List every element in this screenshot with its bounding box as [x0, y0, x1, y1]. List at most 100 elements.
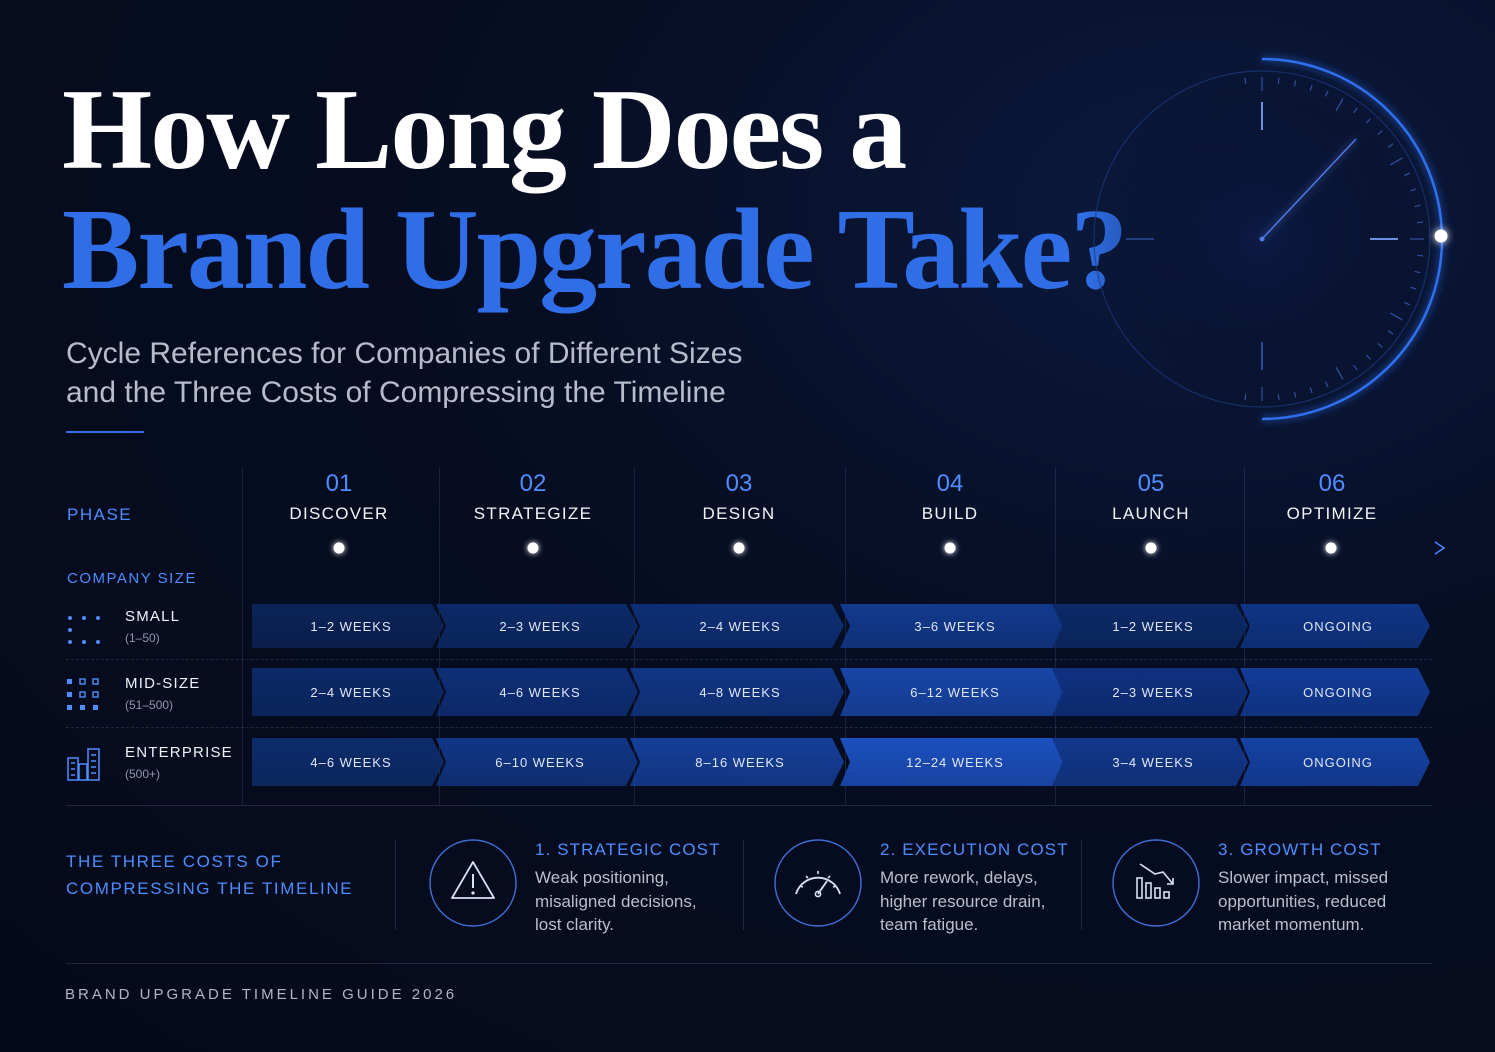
duration-label: 3–6 WEEKS [914, 618, 996, 634]
cost-desc-line: market momentum. [1218, 915, 1365, 934]
duration-label: 4–6 WEEKS [310, 754, 392, 770]
duration-cell: 1–2 WEEKS [1052, 604, 1248, 648]
duration-label: 12–24 WEEKS [906, 754, 1004, 770]
cost-title-execution: 2. EXECUTION COST [880, 840, 1069, 859]
phase-name: BUILD [921, 504, 979, 523]
cost-desc-line: opportunities, reduced [1218, 891, 1387, 911]
phase-number: 06 [1318, 470, 1346, 497]
subtitle-line-2: and the Three Costs of Compressing the T… [66, 376, 726, 409]
duration-cell: 2–4 WEEKS [630, 604, 844, 648]
phase-name: OPTIMIZE [1286, 504, 1378, 523]
phase-header-launch: 05 LAUNCH [1051, 470, 1251, 524]
cost-desc-line: Slower impact, missed [1218, 868, 1389, 887]
duration-cell: 2–3 WEEKS [436, 604, 638, 648]
phase-header-strategize: 02 STRATEGIZE [433, 470, 633, 524]
duration-cell: 4–8 WEEKS [630, 668, 844, 716]
costs-heading: THE THREE COSTS OF COMPRESSING THE TIMEL… [66, 848, 353, 902]
footer-divider [66, 963, 1432, 964]
duration-cell: 4–6 WEEKS [252, 738, 444, 786]
warning-triangle-icon [429, 839, 517, 927]
duration-cell: ONGOING [1240, 738, 1430, 786]
duration-label: 1–2 WEEKS [310, 618, 392, 634]
declining-chart-icon [1112, 839, 1200, 927]
phase-name: STRATEGIZE [473, 504, 593, 523]
duration-cell: 2–3 WEEKS [1052, 668, 1248, 716]
size-row-mid: MID-SIZE (51–500) [66, 671, 246, 721]
phase-header-build: 04 BUILD [850, 470, 1050, 524]
size-name: MID-SIZE [125, 675, 201, 692]
cost-desc-line: Weak positioning, [535, 868, 669, 887]
size-row-small: SMALL (1–50) [66, 604, 246, 654]
cost-divider [743, 840, 744, 930]
costs-heading-line-2: COMPRESSING THE TIMELINE [66, 879, 354, 898]
size-name: SMALL [125, 608, 181, 625]
column-divider [439, 467, 440, 805]
timeline-dot [1325, 542, 1337, 554]
duration-cell: 4–6 WEEKS [436, 668, 638, 716]
phase-number: 03 [725, 470, 753, 497]
size-range: (1–50) [125, 631, 160, 645]
size-range: (500+) [125, 767, 161, 781]
duration-label: 2–3 WEEKS [499, 618, 581, 634]
size-name: ENTERPRISE [125, 744, 233, 761]
timeline-dot [944, 542, 956, 554]
cost-desc-line: More rework, delays, [880, 868, 1038, 887]
duration-cell: 8–16 WEEKS [630, 738, 844, 786]
timeline-dot [733, 542, 745, 554]
timeline-dot [333, 542, 345, 554]
dots-small-icon [68, 616, 100, 644]
size-row-enterprise: ENTERPRISE (500+) [66, 740, 246, 790]
cost-desc-growth: Slower impact, missed opportunities, red… [1218, 866, 1418, 937]
cost-desc-line: lost clarity. [535, 915, 615, 934]
cost-desc-line: higher resource drain, [880, 891, 1046, 911]
row-divider [66, 659, 1432, 660]
row-divider [66, 727, 1432, 728]
duration-cell: 3–4 WEEKS [1052, 738, 1248, 786]
phase-header-optimize: 06 OPTIMIZE [1232, 470, 1432, 524]
timeline-dot [527, 542, 539, 554]
duration-label: 2–4 WEEKS [699, 618, 781, 634]
phase-name: DESIGN [702, 504, 776, 523]
phase-name: LAUNCH [1112, 504, 1190, 523]
costs-heading-line-1: THE THREE COSTS OF [66, 852, 283, 871]
cost-desc-execution: More rework, delays, higher resource dra… [880, 866, 1080, 937]
duration-label: 6–10 WEEKS [495, 754, 585, 770]
subtitle-line-1: Cycle References for Companies of Differ… [66, 337, 743, 370]
duration-cell: 2–4 WEEKS [252, 668, 444, 716]
phase-number: 04 [936, 470, 964, 497]
section-divider [66, 805, 1432, 806]
duration-label: 4–8 WEEKS [699, 684, 781, 700]
cost-divider [395, 840, 396, 930]
phase-number: 02 [519, 470, 547, 497]
phase-header-discover: 01 DISCOVER [239, 470, 439, 524]
duration-cell: ONGOING [1240, 668, 1430, 716]
phase-number: 01 [325, 470, 353, 497]
duration-cell: 6–12 WEEKS [840, 668, 1064, 716]
duration-label: ONGOING [1303, 618, 1373, 634]
cost-desc-strategic: Weak positioning, misaligned decisions, … [535, 866, 735, 937]
phase-header-design: 03 DESIGN [639, 470, 839, 524]
duration-label: ONGOING [1303, 754, 1373, 770]
timeline-arrow [66, 541, 1446, 555]
duration-cell: 6–10 WEEKS [436, 738, 638, 786]
duration-label: 6–12 WEEKS [910, 684, 1000, 700]
cost-divider [1081, 840, 1082, 930]
cost-title-growth: 3. GROWTH COST [1218, 840, 1382, 859]
title-underline [66, 431, 144, 433]
phase-name: DISCOVER [289, 504, 389, 523]
phase-number: 05 [1137, 470, 1165, 497]
duration-cell: 3–6 WEEKS [840, 604, 1064, 648]
column-divider [1244, 467, 1245, 805]
grid-mid-icon [67, 678, 99, 710]
clock-icon [1082, 57, 1448, 421]
title-line-1: How Long Does a [62, 66, 907, 194]
page-title: How Long Does a Brand Upgrade Take? [62, 66, 1128, 310]
buildings-icon [67, 748, 100, 781]
phase-label: PHASE [67, 505, 133, 524]
duration-label: 8–16 WEEKS [695, 754, 785, 770]
speedometer-icon [774, 839, 862, 927]
cost-desc-line: team fatigue. [880, 915, 979, 934]
cost-title-strategic: 1. STRATEGIC COST [535, 840, 721, 859]
duration-label: ONGOING [1303, 684, 1373, 700]
duration-cell: 1–2 WEEKS [252, 604, 444, 648]
